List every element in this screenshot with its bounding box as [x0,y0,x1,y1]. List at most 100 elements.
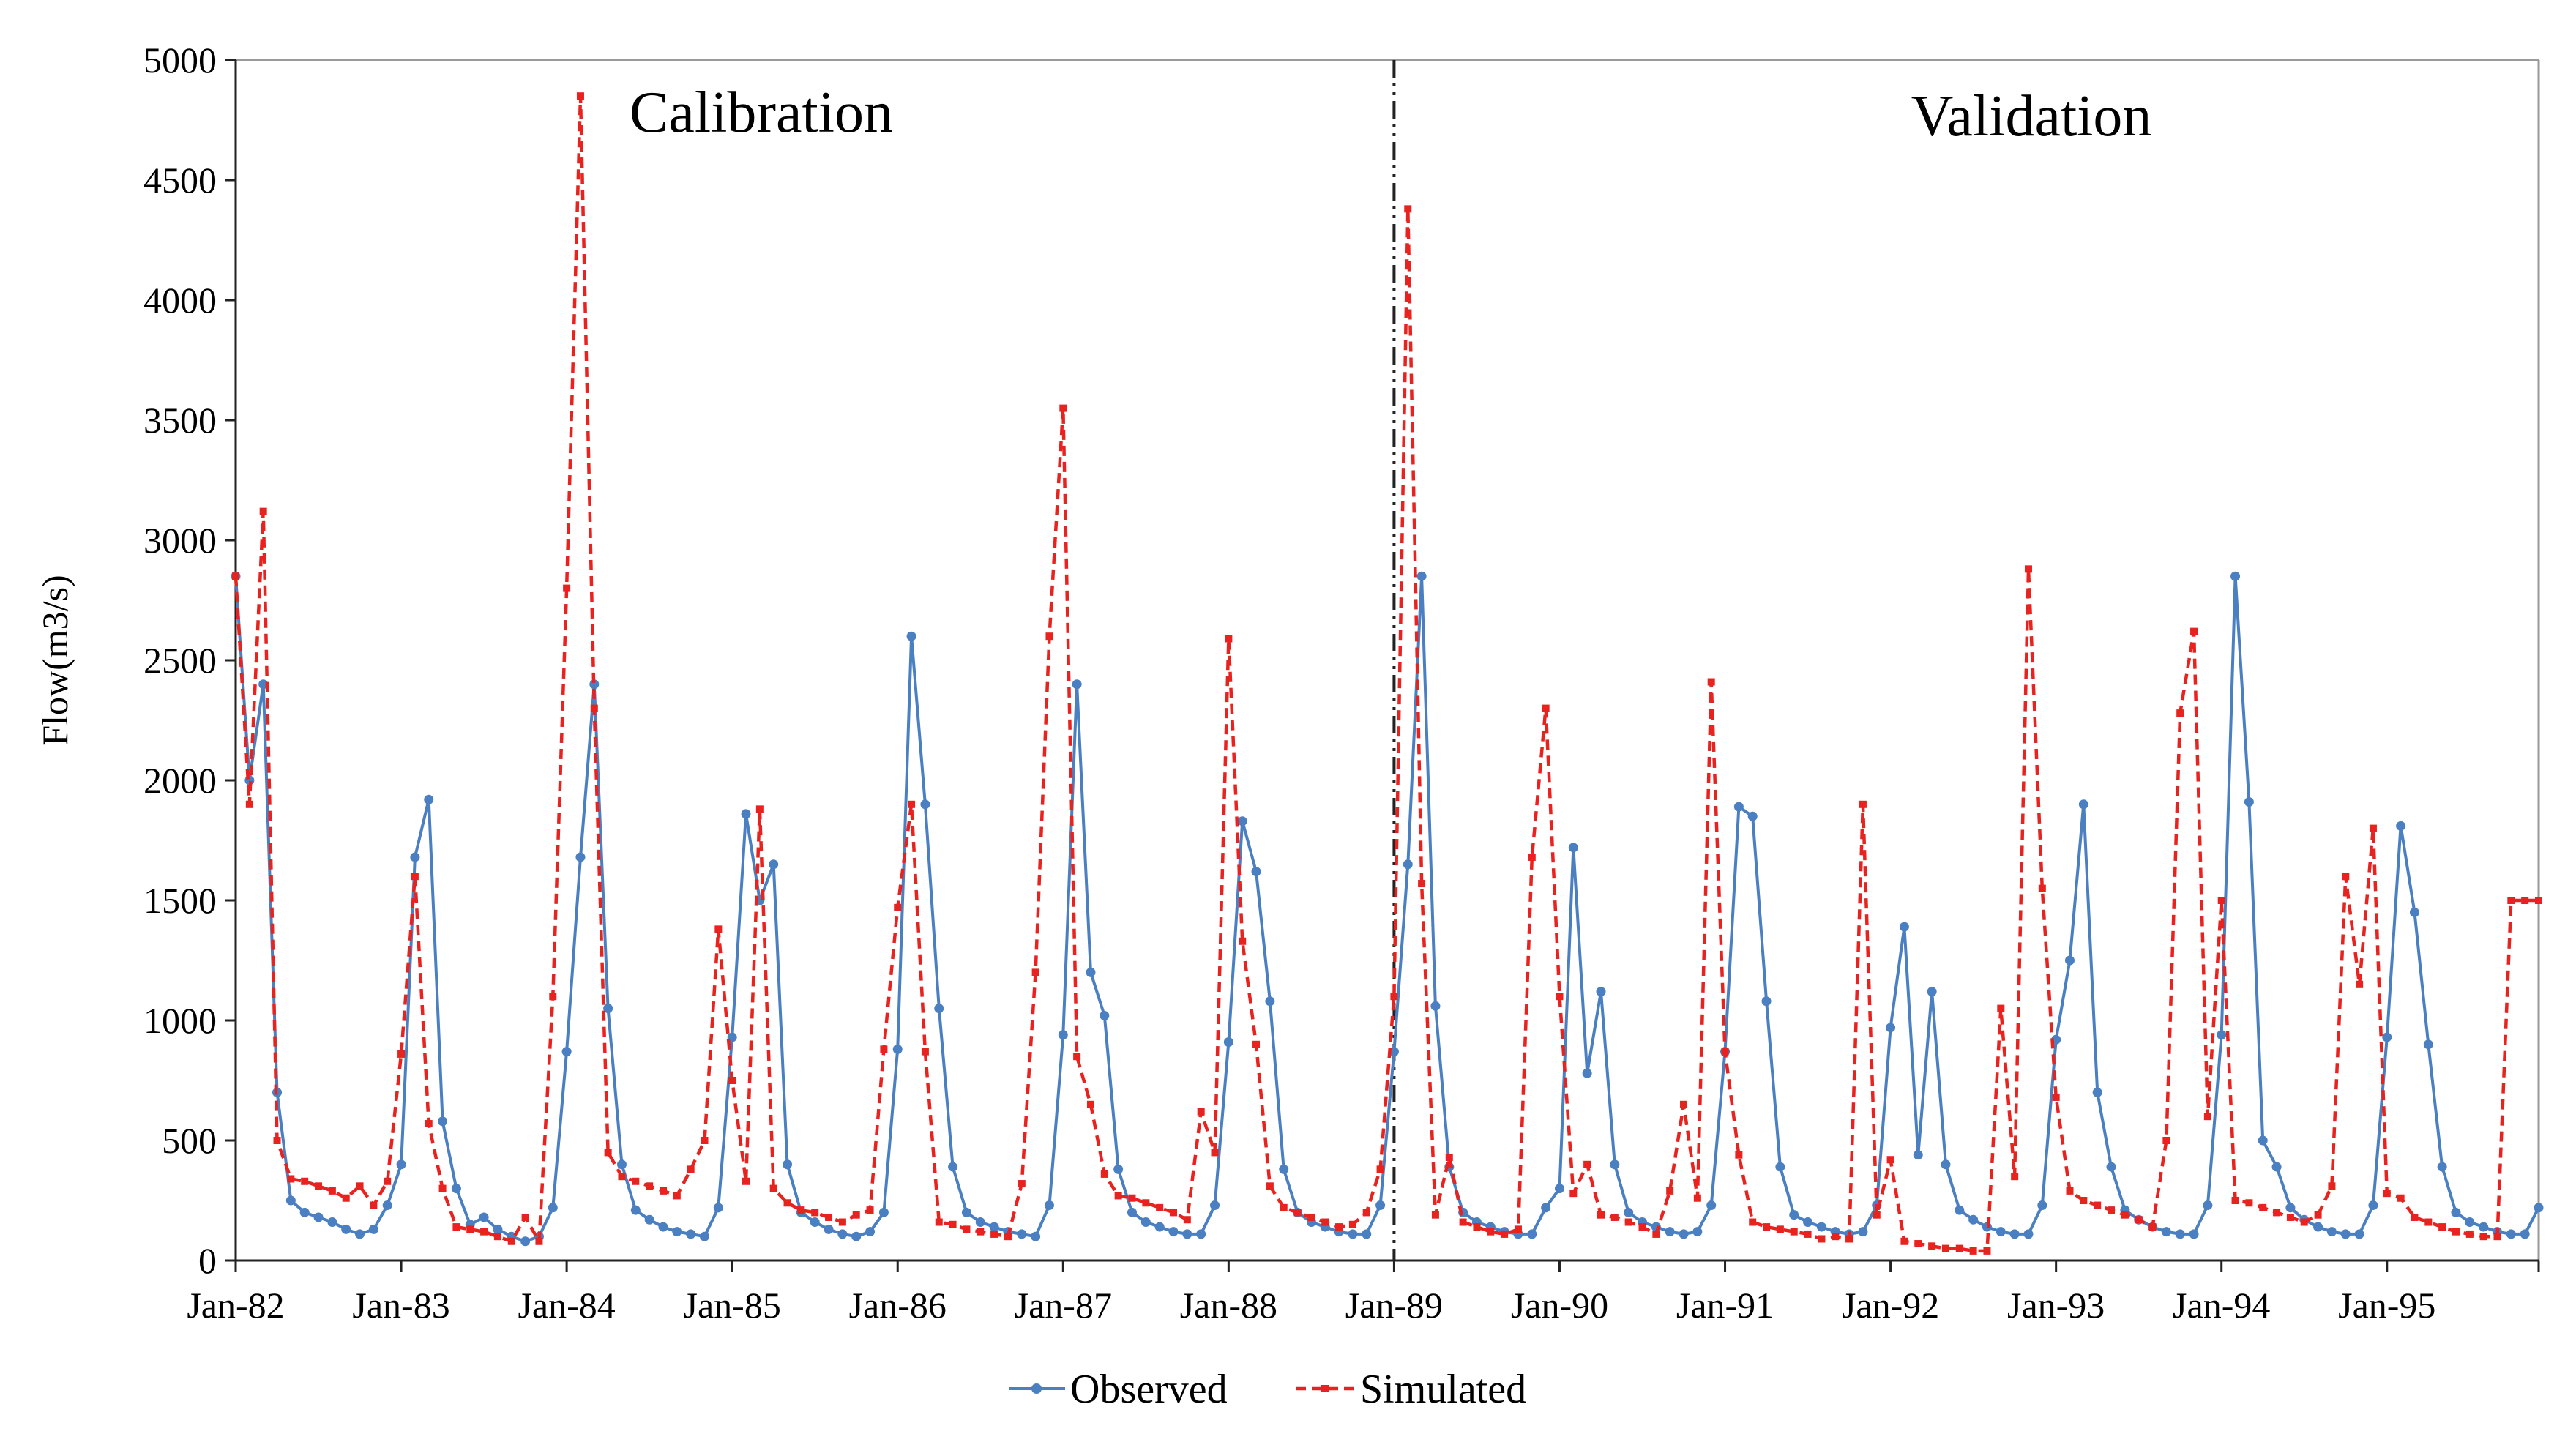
simulated-point [1735,1151,1743,1159]
observed-point [1196,1229,1206,1239]
observed-point [2285,1203,2296,1213]
observed-point [2409,907,2419,917]
simulated-point [866,1206,874,1214]
observed-point [1679,1229,1689,1239]
simulated-point [908,800,916,808]
simulated-point [935,1218,943,1226]
simulated-point [2535,897,2542,904]
observed-point [2354,1229,2364,1239]
observed-point [313,1212,324,1222]
simulated-point [1583,1160,1591,1168]
observed-point [2203,1200,2213,1211]
simulated-point [1941,1244,1949,1252]
observed-point [1279,1164,1289,1174]
simulated-point [1763,1223,1771,1231]
simulated-point [1239,937,1247,945]
simulated-point [728,1077,736,1084]
simulated-point [273,1137,281,1144]
observed-point [934,1004,944,1014]
observed-point [2258,1135,2268,1146]
observed-point [1899,922,1909,932]
simulated-point [2011,1173,2019,1181]
observed-point [2423,1039,2433,1050]
simulated-point [1721,1048,1729,1056]
simulated-point [2328,1182,2336,1190]
observed-point [644,1214,654,1225]
simulated-point [604,1149,612,1157]
simulated-point [1624,1218,1632,1226]
simulated-point [438,1184,447,1192]
simulated-point [701,1137,709,1144]
simulated-point [1859,800,1867,808]
observed-point [2037,1200,2047,1211]
simulated-point [825,1213,833,1221]
simulated-point [1693,1194,1701,1202]
simulated-point [2424,1218,2433,1226]
simulated-point [1900,1237,1908,1245]
simulated-point [287,1175,295,1183]
observed-point [616,1159,627,1170]
x-tick-label: Jan-84 [518,1285,615,1326]
simulated-point [632,1177,640,1185]
simulated-point [2438,1223,2446,1231]
simulated-point [1252,1040,1261,1048]
observed-point [1610,1159,1620,1170]
x-tick-label: Jan-87 [1015,1285,1112,1326]
y-tick-label: 500 [162,1120,217,1161]
simulated-point [1211,1149,1219,1157]
observed-point [1927,987,1937,997]
simulated-point [880,1045,888,1053]
simulated-point [1073,1053,1081,1061]
simulated-point [1638,1223,1646,1231]
y-tick-label: 1500 [143,880,217,921]
observed-point [810,1217,820,1228]
simulated-point [2273,1209,2281,1217]
simulated-point [2452,1228,2460,1236]
x-tick-label: Jan-95 [2338,1285,2435,1326]
observed-point [2217,1030,2227,1040]
observed-point [672,1227,682,1237]
observed-point [355,1229,365,1239]
simulated-point [2162,1137,2170,1144]
observed-point [2078,799,2088,810]
y-tick-label: 2000 [143,760,217,801]
simulated-point [2148,1223,2157,1231]
x-tick-label: Jan-86 [849,1285,947,1326]
observed-point [2189,1229,2199,1239]
series-layer [231,92,2544,1255]
observed-point [1733,802,1744,812]
simulated-point [1473,1223,1481,1231]
simulated-point [1886,1156,1894,1164]
observed-point [368,1224,378,1234]
simulated-point [1569,1190,1578,1198]
simulated-point [2245,1199,2253,1207]
observed-point [824,1224,834,1234]
legend-observed-marker [1031,1383,1042,1394]
observed-point [2161,1227,2171,1237]
simulated-point [370,1201,378,1209]
simulated-point [2286,1213,2294,1221]
observed-point [493,1224,503,1234]
observed-point [1182,1229,1192,1239]
simulated-point [2024,565,2032,573]
simulated-point [1776,1225,1784,1233]
simulated-point [1445,1153,1453,1161]
observed-point [1858,1227,1868,1237]
simulated-point [259,507,267,515]
simulated-point [2356,980,2364,988]
simulated-point [1707,678,1715,686]
y-tick-label: 4500 [143,160,217,201]
observed-point [2382,1032,2392,1042]
simulated-point [1114,1192,1122,1200]
simulated-point [1528,853,1536,861]
simulated-point [2479,1233,2487,1241]
simulated-point [1832,1233,1840,1241]
observed-point [783,1159,793,1170]
y-axis-label: Flow(m3/s) [34,575,75,745]
observed-point [741,809,751,819]
observed-point [1140,1217,1151,1228]
simulated-point [1666,1187,1674,1195]
simulated-point [811,1209,819,1217]
observed-point [1747,811,1758,821]
